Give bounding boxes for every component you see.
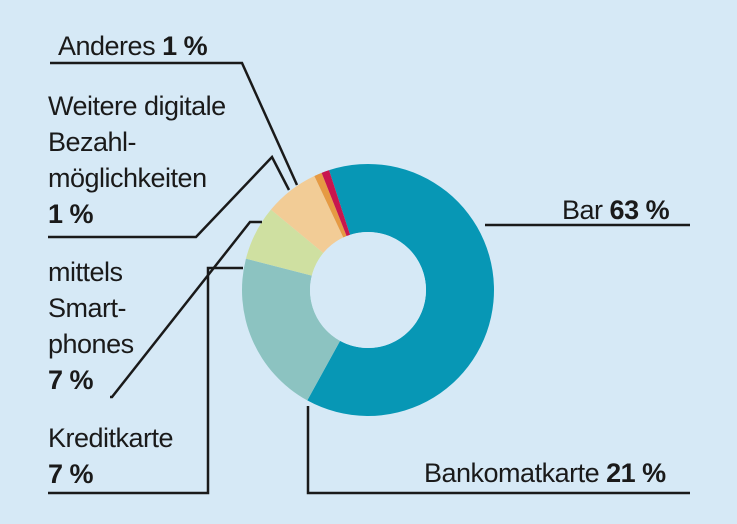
label-kredit-line1: Kreditkarte [48, 423, 174, 453]
slice-anderes [321, 170, 351, 237]
label-weitere-pct: 1 % [48, 199, 94, 229]
label-smart-line1: mittels [48, 257, 123, 287]
label-bankomatkarte: Bankomatkarte 21 % [424, 457, 666, 489]
label-smart-line3: phones [48, 329, 134, 359]
leader-kreditkarte [48, 266, 243, 495]
label-weitere-line2: Bezahl- [48, 127, 137, 157]
label-bar-name: Bar [562, 195, 603, 225]
slice-kreditkarte [245, 209, 324, 276]
leader-anderes [50, 61, 299, 186]
slice-bar [307, 164, 495, 417]
label-smart-line2: Smart- [48, 293, 126, 323]
label-anderes-pct: 1 % [162, 31, 208, 61]
label-kredit-pct: 7 % [48, 459, 94, 489]
label-smart-pct: 7 % [48, 365, 94, 395]
label-smartphones: mittels Smart- phones 7 % [48, 254, 134, 398]
label-bar: Bar 63 % [562, 194, 670, 226]
slice-weitere-digitale-bezahl-möglichkeiten [314, 172, 347, 238]
label-weitere-line1: Weitere digitale [48, 91, 226, 121]
slice-bankomatkarte [242, 258, 341, 401]
label-bar-pct: 63 % [609, 195, 670, 225]
label-anderes: Anderes 1 % [58, 30, 208, 62]
label-weitere: Weitere digitale Bezahl- möglichkeiten 1… [48, 88, 226, 232]
leader-weitere [48, 154, 291, 239]
leader-bankomatkarte [306, 406, 690, 495]
label-weitere-line3: möglichkeiten [48, 163, 207, 193]
donut-hole [310, 232, 426, 348]
label-anderes-name: Anderes [58, 31, 156, 61]
label-bankomat-name: Bankomatkarte [424, 458, 600, 488]
slice-mittels-smart-phones [270, 175, 344, 254]
label-bankomat-pct: 21 % [606, 458, 666, 488]
leader-smartphones [110, 220, 262, 399]
label-kreditkarte: Kreditkarte 7 % [48, 420, 174, 492]
